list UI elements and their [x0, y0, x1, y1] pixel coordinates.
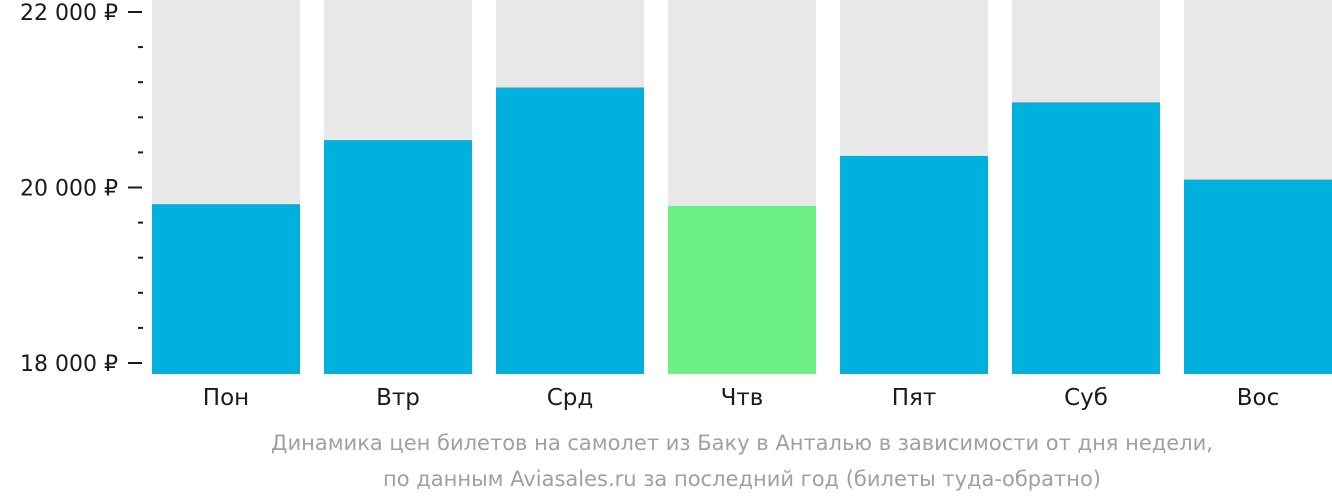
x-tick-label-2: Срд	[547, 385, 594, 411]
chart-caption-line-1: Динамика цен билетов на самолет из Баку …	[271, 431, 1213, 455]
bar-4[interactable]	[840, 155, 988, 374]
y-tick-label-2: 22 000 ₽	[20, 1, 118, 26]
x-tick-label-4: Пят	[892, 385, 937, 411]
y-tick-label-0: 18 000 ₽	[20, 352, 118, 377]
bar-0[interactable]	[152, 204, 300, 374]
bar-6[interactable]	[1184, 179, 1332, 374]
bar-5[interactable]	[1012, 102, 1160, 374]
x-tick-label-5: Суб	[1064, 385, 1108, 411]
bar-3[interactable]	[668, 205, 816, 374]
y-axis: 18 000 ₽ 20 000 ₽ 22 000 ₽	[20, 1, 143, 377]
chart-caption-line-2: по данным Aviasales.ru за последний год …	[383, 467, 1101, 491]
bar-1[interactable]	[324, 140, 472, 374]
bar-2[interactable]	[496, 87, 644, 374]
bars	[152, 87, 1332, 374]
x-tick-label-0: Пон	[203, 385, 249, 411]
x-tick-label-3: Чтв	[721, 385, 764, 411]
price-by-weekday-chart: 18 000 ₽ 20 000 ₽ 22 000 ₽ Пон Втр Срд Чтв Пят…	[20, 0, 1332, 411]
x-tick-label-1: Втр	[376, 385, 420, 411]
y-tick-label-1: 20 000 ₽	[20, 177, 118, 202]
x-tick-label-6: Вос	[1237, 385, 1280, 411]
x-axis: Пон Втр Срд Чтв Пят Суб Вос	[203, 385, 1279, 411]
